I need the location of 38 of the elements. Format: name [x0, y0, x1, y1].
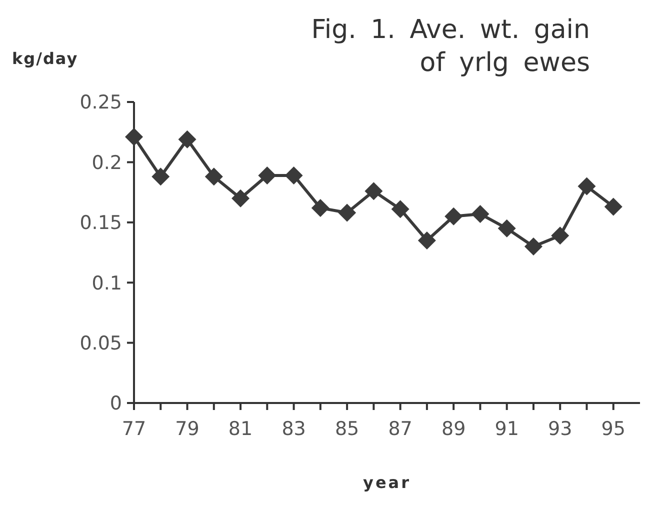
x-axis-title: year: [363, 473, 411, 492]
point: [524, 237, 542, 256]
x-tick-label: 81: [228, 418, 253, 440]
x-tick-label: 85: [334, 418, 360, 440]
point: [152, 168, 170, 186]
point: [125, 128, 143, 146]
point: [444, 207, 463, 226]
x-tick-label: 77: [122, 418, 146, 440]
point: [391, 200, 410, 218]
y-tick-label: 0.15: [80, 212, 122, 234]
point: [578, 177, 596, 196]
point: [204, 168, 223, 186]
point: [178, 130, 196, 148]
point: [258, 166, 276, 184]
x-tick-label: 87: [388, 418, 412, 440]
point: [311, 198, 330, 217]
chart-title: Fig. 1. Ave. wt. gain of yrlg ewes: [311, 15, 590, 78]
y-tick-label: 0.25: [80, 92, 122, 114]
x-tick-label: 89: [441, 418, 466, 440]
x-tick-label: 93: [548, 418, 572, 440]
x-tick-label: 83: [282, 418, 306, 440]
x-tick-label: 79: [175, 418, 200, 440]
y-tick-label: 0: [110, 392, 122, 415]
point: [364, 182, 383, 200]
point: [551, 226, 570, 245]
point: [418, 231, 436, 250]
y-tick-label: 0.05: [80, 332, 122, 354]
point: [338, 204, 356, 222]
point: [604, 198, 622, 216]
y-tick-label: 0.1: [92, 272, 122, 294]
y-axis-title: kg/day: [12, 49, 78, 68]
point: [232, 189, 250, 208]
x-tick-label: 91: [494, 418, 519, 440]
point: [471, 204, 490, 223]
point: [498, 219, 516, 238]
point: [284, 166, 303, 184]
y-tick-label: 0.2: [92, 152, 122, 174]
x-tick-label: 95: [601, 418, 626, 440]
